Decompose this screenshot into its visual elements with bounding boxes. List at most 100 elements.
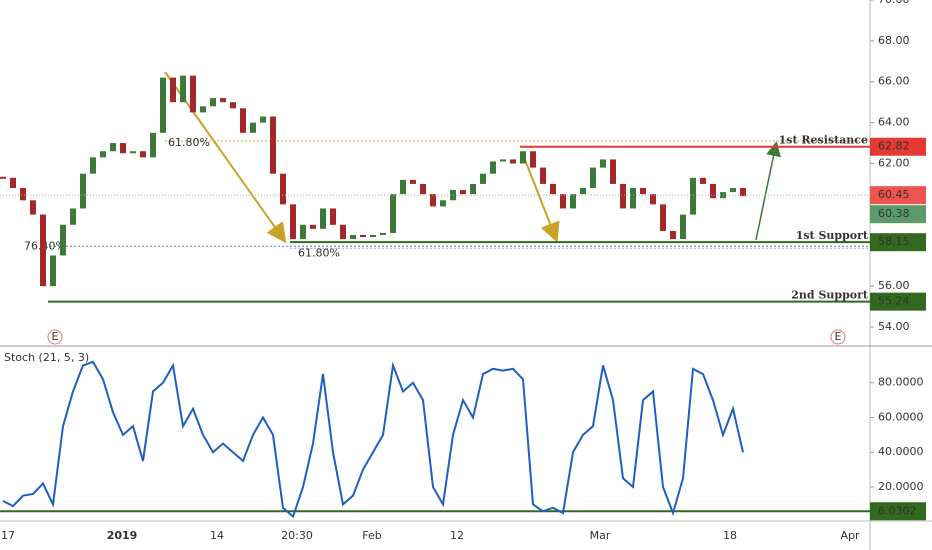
- y-tick-label: 54.00: [878, 320, 910, 333]
- candle: [300, 224, 306, 240]
- y-tick-label: 80.0000: [878, 376, 924, 389]
- candle: [130, 151, 136, 154]
- candle: [460, 190, 466, 195]
- x-tick-label: 17: [1, 529, 15, 542]
- candle: [360, 235, 366, 238]
- x-tick-label: Apr: [840, 529, 860, 542]
- candle: [500, 159, 506, 162]
- arrow: [755, 141, 781, 241]
- candle: [430, 194, 436, 207]
- price-badge: [870, 186, 926, 205]
- candle: [20, 188, 26, 201]
- candle: [590, 167, 596, 189]
- level-label: 1st Resistance: [779, 134, 868, 147]
- candle: [50, 255, 56, 287]
- price-badge: [870, 205, 926, 224]
- event-label: E: [835, 330, 842, 343]
- candle: [330, 208, 336, 225]
- candle: [220, 98, 226, 103]
- x-tick-label: 20:30: [281, 529, 313, 542]
- candle: [600, 159, 606, 168]
- y-tick-label: 70.00: [878, 0, 910, 6]
- level-value: 6.0302: [878, 504, 917, 517]
- candle: [680, 214, 686, 240]
- x-tick-label: 2019: [107, 529, 138, 542]
- y-tick-label: 40.0000: [878, 445, 924, 458]
- candle: [570, 194, 576, 209]
- price-value: 60.45: [878, 188, 910, 201]
- x-tick-label: 14: [210, 529, 224, 542]
- candle: [400, 179, 406, 195]
- candle: [740, 188, 746, 197]
- candle: [700, 177, 706, 184]
- candle: [260, 116, 266, 123]
- candle: [80, 173, 86, 209]
- candle: [340, 224, 346, 240]
- candle: [160, 77, 166, 133]
- y-tick-label: 20.0000: [878, 480, 924, 493]
- candle: [0, 176, 6, 179]
- y-tick-label: 56.00: [878, 279, 910, 292]
- candle: [370, 235, 376, 238]
- candle: [660, 204, 666, 231]
- candle: [140, 151, 146, 158]
- candle: [420, 183, 426, 195]
- event-marker: [830, 329, 846, 345]
- level-value: 58.15: [878, 235, 910, 248]
- candle: [210, 98, 216, 107]
- candle: [480, 173, 486, 184]
- candle: [190, 75, 196, 113]
- level-badge: [870, 292, 926, 311]
- event-label: E: [52, 330, 59, 343]
- candle: [560, 194, 566, 209]
- candle: [100, 151, 106, 158]
- candle: [270, 116, 276, 174]
- y-tick-label: 68.00: [878, 34, 910, 47]
- candle: [730, 188, 736, 193]
- x-tick-label: 12: [450, 529, 464, 542]
- level-badge: [870, 502, 926, 521]
- y-tick-label: 62.00: [878, 156, 910, 169]
- candle: [240, 108, 246, 133]
- candle: [650, 194, 656, 205]
- candle: [320, 208, 326, 229]
- candle: [410, 179, 416, 184]
- candle: [150, 132, 156, 158]
- level-value: 55.24: [878, 295, 910, 308]
- candle: [110, 143, 116, 152]
- y-tick-label: 60.0000: [878, 410, 924, 423]
- y-tick-label: 66.00: [878, 75, 910, 88]
- candle: [200, 106, 206, 113]
- candle: [550, 183, 556, 195]
- price-value: 60.38: [878, 207, 910, 220]
- candle: [230, 102, 236, 109]
- fib-label: 61.80%: [298, 246, 340, 259]
- fib-label: 61.80%: [168, 136, 210, 149]
- candle: [290, 204, 296, 240]
- candle: [490, 161, 496, 174]
- indicator-title: Stoch (21, 5, 3): [4, 351, 89, 364]
- candle: [170, 77, 176, 103]
- y-tick-label: 64.00: [878, 116, 910, 129]
- level-badge: [870, 233, 926, 252]
- candle: [60, 224, 66, 256]
- candle: [120, 143, 126, 154]
- x-tick-label: Feb: [362, 529, 381, 542]
- candle: [620, 183, 626, 209]
- candle: [310, 224, 316, 229]
- candle: [630, 188, 636, 209]
- candle: [520, 151, 526, 164]
- candle: [380, 232, 386, 236]
- candle: [70, 208, 76, 225]
- level-value: 62.82: [878, 140, 910, 153]
- level-badge: [870, 137, 926, 156]
- candle: [670, 230, 676, 240]
- candle: [470, 183, 476, 195]
- candle: [530, 151, 536, 168]
- candle: [390, 194, 396, 233]
- candle: [350, 235, 356, 240]
- candle: [280, 173, 286, 205]
- candle: [30, 200, 36, 215]
- event-marker: [47, 329, 63, 345]
